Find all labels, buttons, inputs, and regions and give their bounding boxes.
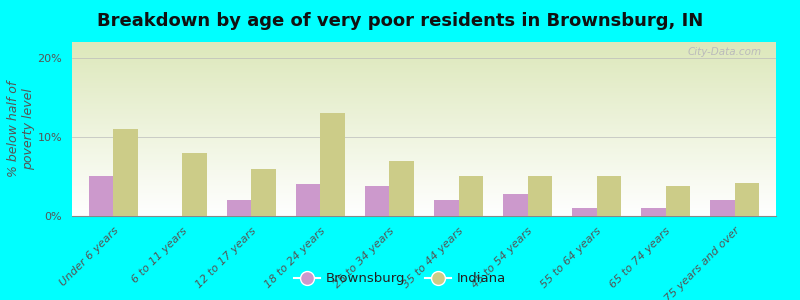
Bar bbox=[114, 129, 138, 216]
Bar bbox=[366, 186, 390, 216]
Bar bbox=[321, 113, 345, 216]
Text: Breakdown by age of very poor residents in Brownsburg, IN: Breakdown by age of very poor residents … bbox=[97, 12, 703, 30]
Bar bbox=[251, 169, 276, 216]
Bar bbox=[572, 208, 597, 216]
Bar bbox=[527, 176, 552, 216]
Bar bbox=[390, 160, 414, 216]
Bar bbox=[227, 200, 251, 216]
Bar bbox=[642, 208, 666, 216]
Text: City-Data.com: City-Data.com bbox=[688, 47, 762, 57]
Bar bbox=[666, 186, 690, 216]
Bar bbox=[734, 183, 758, 216]
Legend: Brownsburg, Indiana: Brownsburg, Indiana bbox=[289, 267, 511, 290]
Bar bbox=[503, 194, 527, 216]
Bar bbox=[458, 176, 482, 216]
Bar bbox=[90, 176, 114, 216]
Bar bbox=[296, 184, 321, 216]
Bar bbox=[710, 200, 734, 216]
Bar bbox=[434, 200, 458, 216]
Bar bbox=[182, 153, 206, 216]
Bar bbox=[597, 176, 621, 216]
Y-axis label: % below half of
poverty level: % below half of poverty level bbox=[6, 81, 34, 177]
